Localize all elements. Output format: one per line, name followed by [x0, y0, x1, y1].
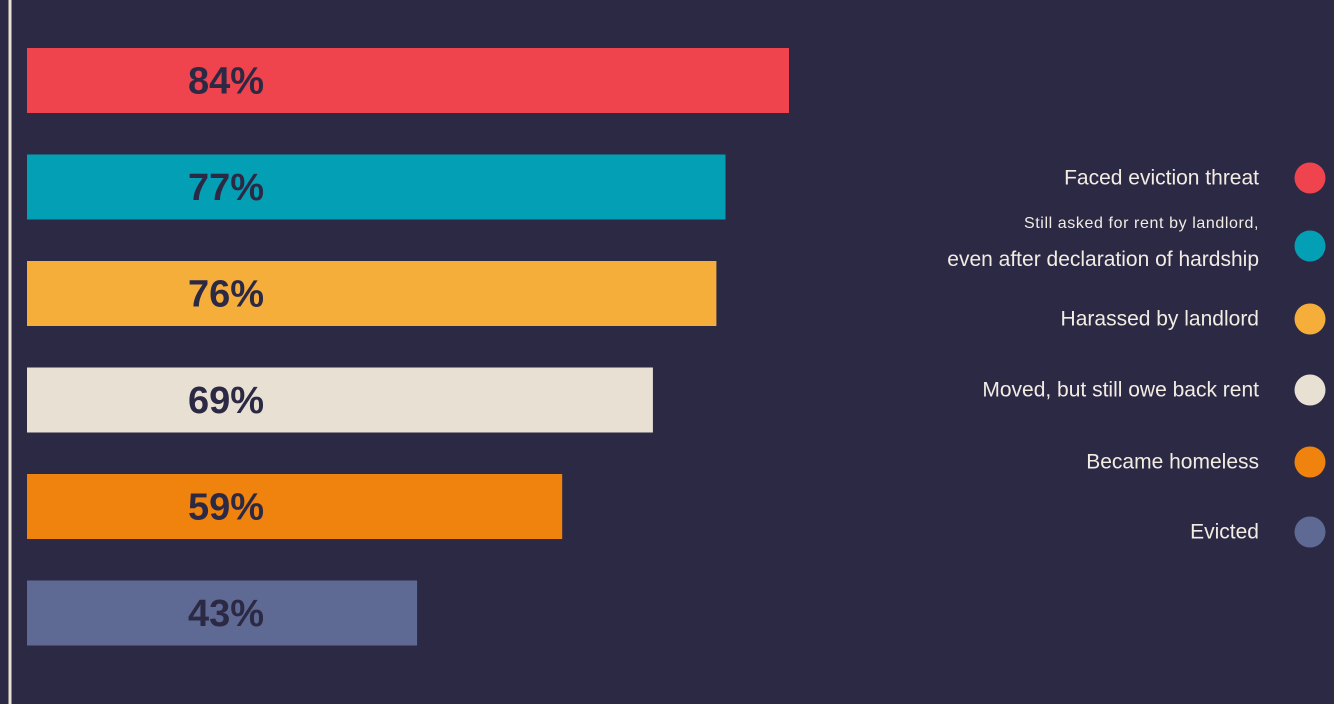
legend-label-1: Faced eviction threat	[1064, 167, 1259, 190]
legend-label-6: Evicted	[1190, 521, 1259, 544]
bar-1	[27, 48, 789, 113]
legend-dot-4	[1294, 374, 1326, 406]
bar-3	[27, 261, 717, 326]
bar-5	[27, 474, 563, 539]
legend-label-4: Moved, but still owe back rent	[982, 379, 1259, 402]
bar-value-label-3: 76%	[188, 274, 264, 316]
bar-2	[27, 154, 726, 220]
legend-label-2-line-1: Still asked for rent by landlord,	[1024, 215, 1259, 232]
legend-label-5: Became homeless	[1086, 451, 1259, 474]
legend: Faced eviction threat Still asked for ren…	[947, 162, 1326, 548]
bar-value-label-4: 69%	[188, 380, 264, 422]
legend-dot-6	[1294, 516, 1326, 548]
legend-dot-3	[1294, 303, 1326, 335]
bar-6	[27, 580, 418, 646]
bar-4	[27, 367, 653, 433]
bar-value-label-5: 59%	[188, 487, 264, 529]
bar-value-label-2: 77%	[188, 167, 264, 209]
legend-label-3: Harassed by landlord	[1061, 308, 1259, 331]
bar-value-label-6: 43%	[188, 593, 264, 635]
legend-label-2-line-2: even after declaration of hardship	[947, 248, 1259, 271]
bars-group: 84% 77% 76% 69% 59% 43%	[27, 48, 789, 646]
legend-dot-5	[1294, 446, 1326, 478]
bar-value-label-1: 84%	[188, 61, 264, 103]
legend-dot-2	[1294, 230, 1326, 262]
legend-dot-1	[1294, 162, 1326, 194]
